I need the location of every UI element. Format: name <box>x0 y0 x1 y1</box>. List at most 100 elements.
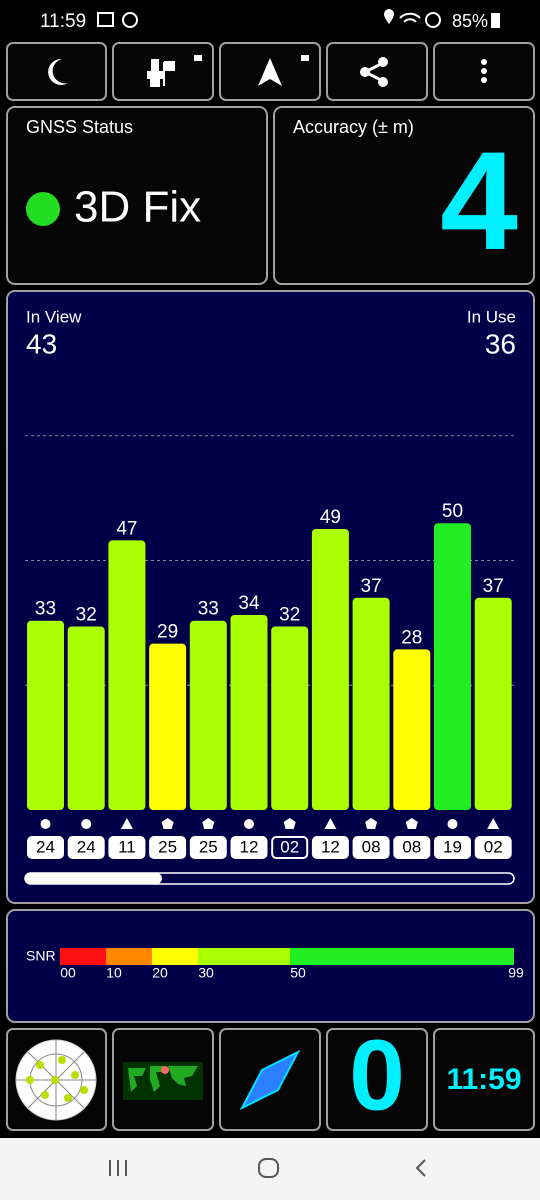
location-icon <box>384 9 394 24</box>
constellation-icon <box>244 819 254 829</box>
bar <box>311 528 349 810</box>
constellation-icon <box>447 819 458 829</box>
accuracy-title: Accuracy (± m) <box>293 117 414 137</box>
accuracy-panel <box>273 106 535 285</box>
battery-icon <box>491 13 500 28</box>
bar-label: 34 <box>238 593 260 614</box>
lock-icon <box>301 55 309 61</box>
snr-segment <box>106 948 152 965</box>
prn-box <box>434 836 471 859</box>
snr-segment <box>60 948 106 965</box>
bar-label: 47 <box>116 518 137 539</box>
prn-box <box>189 836 227 859</box>
prn-box <box>67 836 105 859</box>
constellation-icon <box>81 819 92 829</box>
block-icon <box>425 12 441 28</box>
battery-text: 85% <box>452 11 488 31</box>
bar-label: 50 <box>442 501 463 522</box>
bar <box>189 620 227 810</box>
arrow-icon <box>258 58 282 86</box>
dnd-icon <box>122 12 138 28</box>
prn-label: 24 <box>36 837 55 856</box>
constellation-icon <box>324 818 337 829</box>
bar-label: 33 <box>35 599 56 620</box>
share-icon <box>378 77 388 87</box>
wifi-icon <box>399 12 421 23</box>
fix-text: 3D Fix <box>74 183 201 232</box>
snr-segment <box>290 948 514 965</box>
snr-tick-label: 50 <box>290 965 306 981</box>
bar <box>230 614 268 810</box>
bar-label: 37 <box>361 576 382 597</box>
person-flag-icon <box>147 59 175 87</box>
prn-label: 02 <box>484 837 503 856</box>
image-icon <box>97 12 114 27</box>
clock-button[interactable] <box>433 1028 535 1131</box>
prn-box <box>393 836 431 859</box>
prn-box <box>230 836 268 859</box>
snr-tick-label: 10 <box>106 965 122 981</box>
prn-box <box>311 836 349 859</box>
bar-label: 28 <box>401 627 422 648</box>
prn-box <box>352 836 390 859</box>
gnss-title: GNSS Status <box>26 117 133 137</box>
compass-icon <box>239 1049 301 1111</box>
recent-button[interactable] <box>109 1160 127 1176</box>
bar-label: 49 <box>320 507 341 528</box>
prn-label: 25 <box>158 837 177 856</box>
bar-label: 29 <box>157 622 178 643</box>
bar <box>67 626 105 810</box>
snr-panel <box>6 909 535 1023</box>
accuracy-value: 4 <box>440 122 518 279</box>
prn-box <box>27 836 64 859</box>
prn-label: 12 <box>240 837 259 856</box>
constellation-icon <box>161 818 174 829</box>
bar <box>393 649 431 810</box>
toolbar <box>6 42 535 101</box>
bar-label: 33 <box>198 599 219 620</box>
prn-label: 19 <box>443 837 462 856</box>
snr-chart: 33 24 32 24 47 11 29 25 33 25 34 12 32 02 49 12 37 08 28 08… <box>25 435 514 859</box>
prn-label: 11 <box>118 837 136 856</box>
gnss-panel <box>6 106 268 285</box>
count-button[interactable] <box>326 1028 428 1131</box>
in-use-label: In Use <box>467 307 516 326</box>
back-button[interactable] <box>415 1159 426 1177</box>
menu-icon <box>481 77 487 83</box>
snr-label: SNR <box>26 948 56 964</box>
constellation-icon <box>365 818 378 829</box>
night-button[interactable] <box>6 42 107 101</box>
clock-value: 11:59 <box>446 1063 521 1096</box>
bottom-row: 0 11:59 <box>6 1019 535 1131</box>
bar <box>271 626 309 810</box>
bar <box>474 597 512 810</box>
prn-label: 24 <box>77 837 96 856</box>
home-button[interactable] <box>258 1158 279 1178</box>
prn-label: 25 <box>199 837 218 856</box>
status-time: 11:59 <box>40 11 86 32</box>
fix-dot <box>26 192 60 226</box>
in-use-value: 36 <box>485 328 516 359</box>
constellation-icon <box>120 818 133 829</box>
in-view-value: 43 <box>26 328 57 359</box>
snr-tick-label: 99 <box>508 965 524 981</box>
constellation-icon <box>40 819 51 829</box>
snr-tick-label: 00 <box>60 965 76 981</box>
prn-label: 02 <box>280 837 299 856</box>
snr-segment <box>152 948 198 965</box>
prn-box <box>149 836 187 859</box>
bar-label: 37 <box>483 576 504 597</box>
share-button[interactable] <box>326 42 428 101</box>
constellation-icon <box>202 818 215 829</box>
in-view-label: In View <box>26 307 82 326</box>
bar <box>27 620 64 810</box>
moon-icon <box>48 58 68 85</box>
nav-bar <box>0 1138 540 1200</box>
snr-tick-label: 20 <box>152 965 168 981</box>
constellation-icon <box>405 818 418 829</box>
bar <box>352 597 390 810</box>
scroll-thumb[interactable] <box>25 873 162 884</box>
count-value: 0 <box>349 1019 405 1131</box>
